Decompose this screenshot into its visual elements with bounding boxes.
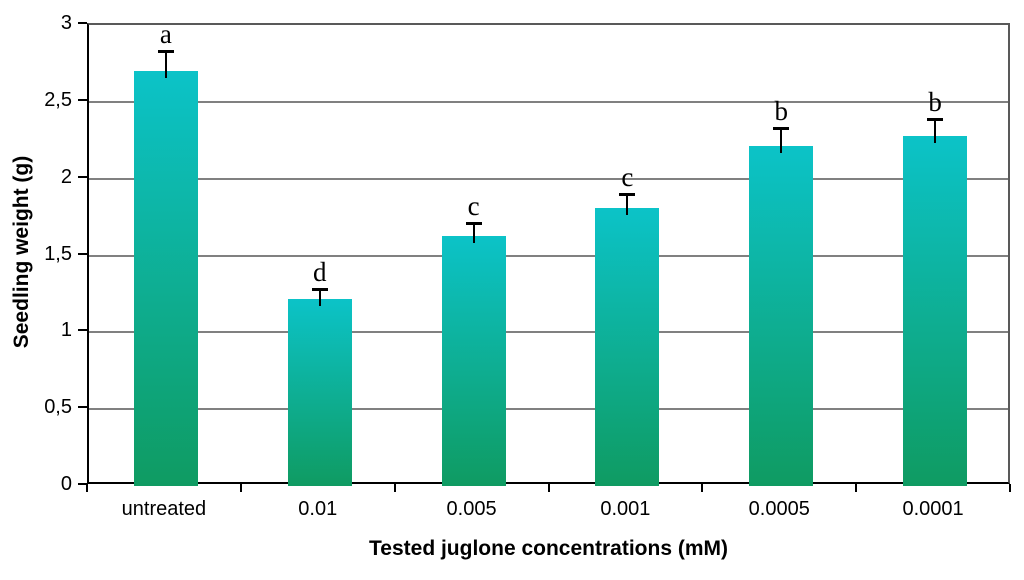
x-tick <box>393 484 396 492</box>
bar <box>749 146 814 486</box>
gridline <box>89 408 1008 411</box>
y-tick <box>78 406 87 409</box>
x-axis-title: Tested juglone concentrations (mM) <box>369 537 728 560</box>
bar <box>903 135 968 486</box>
error-bar-line <box>780 127 783 154</box>
x-tick <box>855 484 858 492</box>
bar <box>287 298 352 486</box>
y-tick-label: 2 <box>60 165 72 188</box>
gridline <box>89 100 1008 103</box>
error-bar-cap <box>311 288 328 292</box>
error-bar-line <box>318 289 321 306</box>
y-tick <box>78 483 87 485</box>
y-tick-label: 0 <box>60 473 72 495</box>
y-tick-label: 0,5 <box>44 396 72 419</box>
error-bar-line <box>472 223 475 243</box>
error-bar-line <box>164 51 167 79</box>
x-tick-label: 0.0001 <box>902 498 964 520</box>
y-tick-label: 1 <box>60 319 72 342</box>
gridline <box>89 177 1008 180</box>
x-tick-label: 0.0005 <box>748 498 810 520</box>
x-tick <box>239 484 242 492</box>
error-bar-cap <box>927 117 944 121</box>
y-tick <box>78 252 87 255</box>
x-tick <box>547 484 550 492</box>
x-tick <box>86 484 88 492</box>
y-tick <box>78 98 87 101</box>
y-tick-label: 2,5 <box>44 88 72 111</box>
error-bar-cap <box>465 222 482 226</box>
x-tick-label: 0.01 <box>298 498 338 520</box>
gridline <box>89 331 1008 334</box>
y-tick <box>78 329 87 332</box>
x-tick-label: 0.001 <box>600 498 651 520</box>
significance-letter: a <box>159 19 172 50</box>
x-tick <box>701 484 704 492</box>
x-tick-label: 0.005 <box>446 498 497 520</box>
significance-letter: d <box>313 257 327 288</box>
gridline <box>89 254 1008 257</box>
error-bar-line <box>934 118 937 143</box>
x-tick <box>1009 484 1011 492</box>
significance-letter: b <box>928 86 942 117</box>
significance-letter: c <box>621 162 634 193</box>
bar <box>595 207 660 486</box>
significance-letter: c <box>467 191 480 222</box>
significance-letter: b <box>774 95 789 126</box>
bar <box>133 71 198 486</box>
y-tick-label: 3 <box>60 12 72 34</box>
y-tick <box>78 175 87 178</box>
plot-area: a d c c b b <box>87 19 1010 486</box>
x-tick-label: untreated <box>121 498 207 520</box>
error-bar-cap <box>619 193 636 197</box>
error-bar-line <box>626 194 629 215</box>
y-tick <box>78 22 87 24</box>
error-bar-cap <box>157 50 174 54</box>
bar <box>441 235 506 486</box>
y-tick-label: 1,5 <box>44 242 72 265</box>
error-bar-cap <box>773 126 790 130</box>
